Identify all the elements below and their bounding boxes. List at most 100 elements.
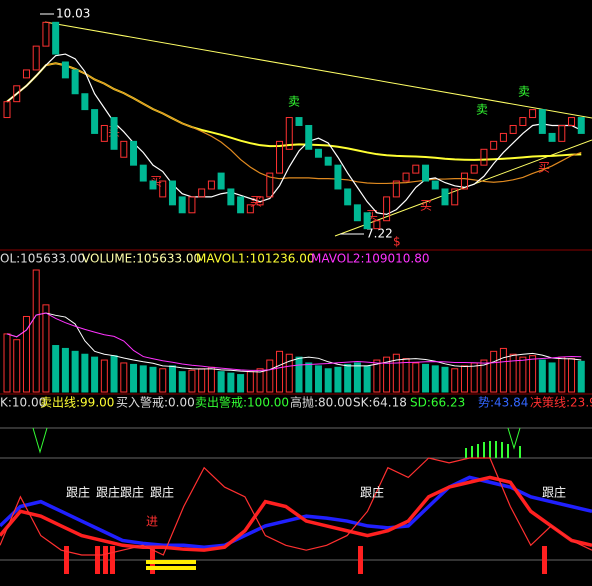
signal: 卖: [288, 95, 300, 109]
candle: [168, 180, 176, 206]
candle: [42, 21, 50, 47]
candle: [538, 109, 546, 134]
candle: [81, 93, 89, 111]
ind-header: 卖出警戒:100.00: [195, 395, 289, 410]
high-label: 10.03: [56, 7, 90, 21]
candle: [256, 196, 264, 206]
volume-bar: [178, 371, 186, 393]
signal: 卖: [518, 85, 530, 99]
volume-bar: [324, 368, 332, 393]
volume-bar: [538, 359, 546, 393]
candle: [217, 172, 225, 190]
volume-bar: [548, 362, 556, 393]
indicator-line: [0, 457, 592, 556]
candle: [548, 132, 556, 142]
volume-bar: [91, 356, 99, 393]
volume-bar: [334, 366, 342, 393]
candle: [509, 124, 517, 134]
entry-bars: [146, 560, 196, 570]
volume-bar: [71, 350, 79, 393]
candle: [159, 180, 167, 198]
volume-average: [6, 312, 582, 371]
volume-bar: [159, 368, 167, 393]
candle: [363, 212, 371, 230]
volume-bar: [32, 269, 40, 393]
signal-bars: [465, 441, 521, 458]
candle: [402, 172, 410, 182]
volume-bar: [451, 368, 459, 393]
candle: [120, 140, 128, 158]
volume-bar: [509, 353, 517, 393]
vol-header: MAVOL1:101236.00: [196, 252, 315, 266]
annotation: 跟庄: [360, 485, 384, 500]
volume-bar: [52, 345, 60, 393]
volume-bar: [577, 360, 585, 393]
volume-bar: [363, 365, 371, 393]
volume-bar: [13, 339, 21, 393]
annotation: 跟庄跟庄: [96, 485, 144, 500]
candle: [431, 180, 439, 190]
ind-header: 决策线:23.9: [530, 396, 592, 410]
candle: [499, 132, 507, 142]
volume-bar: [305, 362, 313, 393]
indicator-line: [0, 475, 592, 549]
signal: $: [393, 235, 401, 249]
candle: [451, 188, 459, 206]
volume-bar: [100, 359, 108, 393]
candle: [568, 117, 576, 126]
sell-marker: [507, 427, 521, 450]
volume-bar: [460, 365, 468, 393]
candle: [110, 117, 118, 150]
candle: [490, 140, 498, 150]
annotation: 跟庄: [150, 485, 174, 500]
trend-line: [44, 21, 592, 119]
volume-average: [6, 312, 582, 373]
candle: [305, 124, 313, 150]
volume-bar: [529, 355, 537, 393]
ind-header: SD:66.23: [410, 396, 465, 410]
volume-bar: [217, 371, 225, 393]
candle: [412, 164, 420, 174]
candle: [237, 196, 245, 214]
ind-header: 高抛:80.00: [290, 395, 352, 410]
candle: [52, 21, 60, 55]
volume-bar: [139, 365, 147, 393]
candle: [71, 69, 79, 95]
candle: [276, 140, 284, 174]
volume-bar: [402, 358, 410, 393]
candle: [314, 148, 322, 158]
plot-area: [0, 21, 592, 556]
volume-bar: [237, 374, 245, 393]
ind-header: 卖出线:99.00: [40, 396, 114, 410]
candle: [353, 204, 361, 222]
candle: [22, 69, 30, 79]
volume-bar: [295, 356, 303, 393]
volume-bar: [266, 359, 274, 393]
volume-bar: [490, 350, 498, 393]
volume-bar: [431, 365, 439, 393]
candle: [344, 188, 352, 206]
volume-bar: [392, 353, 400, 393]
ind-header: 买入警戒:0.00: [116, 395, 195, 410]
candle: [334, 164, 342, 190]
annotation: 跟庄: [66, 485, 90, 500]
volume-bar: [285, 353, 293, 393]
volume-bar: [81, 353, 89, 393]
vol-header: MAVOL2:109010.80: [311, 252, 430, 266]
candle: [13, 85, 21, 103]
volume-bar: [314, 365, 322, 393]
candle: [100, 124, 108, 142]
candle: [577, 117, 585, 134]
candle: [441, 188, 449, 206]
candle: [130, 140, 138, 166]
volume-bar: [120, 362, 128, 393]
volume-bar: [276, 350, 284, 393]
candle: [91, 109, 99, 134]
candle: [519, 117, 527, 126]
ind-header: K:10.00: [0, 396, 46, 410]
volume-bar: [168, 365, 176, 393]
annotation: 进: [146, 515, 158, 529]
candle: [392, 180, 400, 198]
